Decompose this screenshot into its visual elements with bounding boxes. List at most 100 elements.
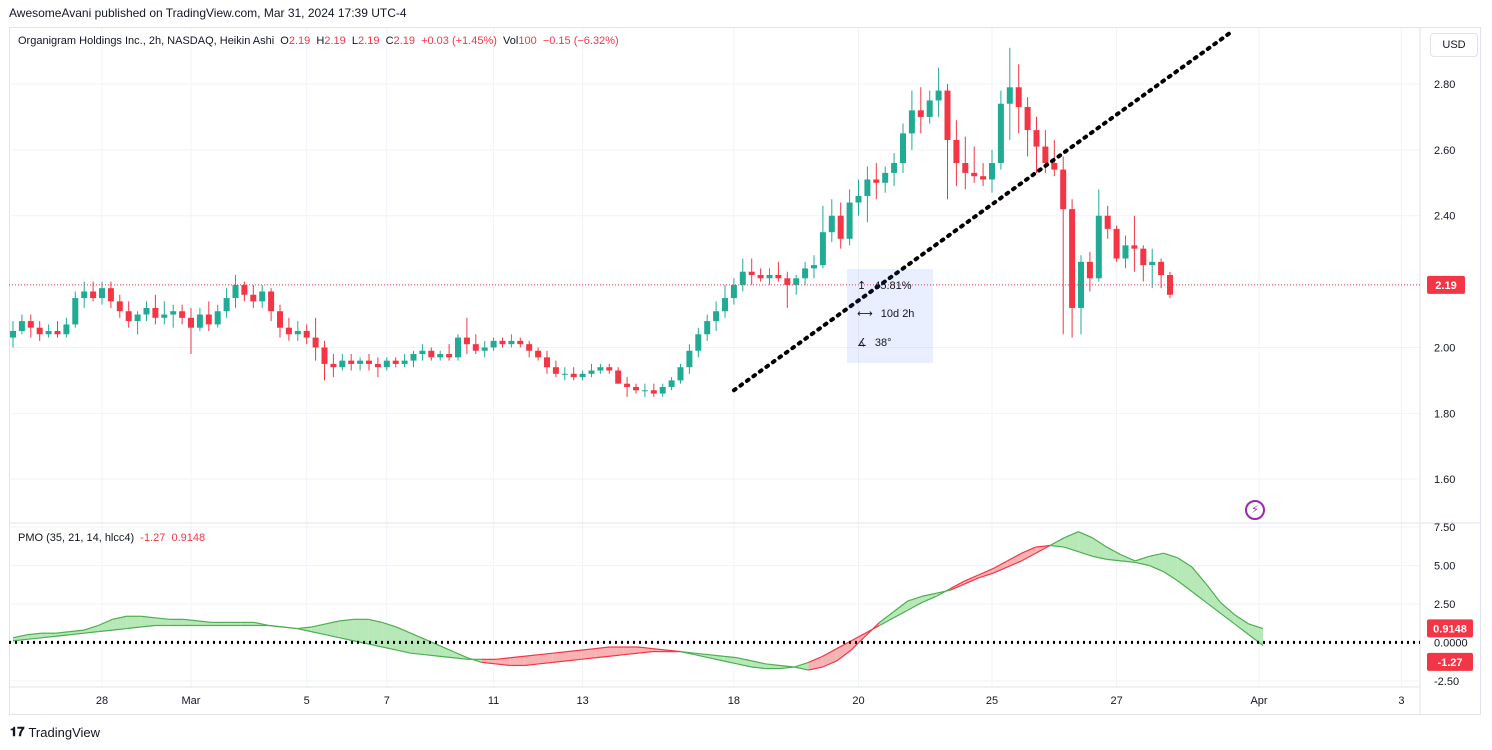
candle-body-up: [437, 354, 444, 358]
pmo-signal-segment: [538, 652, 553, 656]
pmo-signal-segment: [595, 646, 610, 650]
pmo-name[interactable]: PMO (35, 21, 14, hlcc4): [18, 532, 135, 544]
tradingview-logo-icon: 𝟏𝟕: [10, 724, 25, 739]
candle-body-down: [544, 357, 550, 368]
candle-body-down: [552, 367, 559, 374]
candle-body-down: [268, 291, 275, 312]
pmo-signal-segment: [637, 646, 653, 650]
candle-body-down: [1051, 163, 1058, 170]
pmo-line-segment: [1191, 566, 1207, 585]
footer-brand[interactable]: 𝟏𝟕 TradingView: [10, 724, 100, 740]
lightning-icon[interactable]: ⚡: [1245, 500, 1265, 520]
candles: [10, 47, 1173, 397]
pmo-line-segment: [339, 618, 354, 622]
currency-button[interactable]: USD: [1430, 33, 1478, 57]
pmo-line-segment: [1219, 601, 1235, 616]
measure-duration-row: ⟷ 10d 2h: [857, 307, 914, 321]
pmo-signal-segment: [836, 640, 852, 650]
pmo-signal-segment: [41, 635, 56, 639]
pmo-line-segment: [1007, 560, 1022, 568]
pmo-fill-up: [84, 625, 99, 634]
pmo-line-segment: [936, 589, 951, 594]
time-tick-label: 7: [384, 695, 390, 707]
candle-body-up: [10, 330, 16, 338]
pmo-signal-segment: [822, 648, 838, 657]
pmo-fill-up: [169, 619, 184, 626]
pmo-signal-segment: [1063, 546, 1079, 553]
candle-body-up: [641, 390, 648, 392]
time-tick-label: 20: [852, 695, 864, 707]
pmo-signal-segment: [396, 649, 411, 654]
symbol-title[interactable]: Organigram Holdings Inc., 2h, NASDAQ, He…: [18, 35, 275, 47]
pmo-fill-up: [226, 622, 241, 626]
pmo-line-segment: [453, 651, 468, 659]
pmo-line-segment: [55, 631, 70, 634]
time-tick-label: 13: [576, 695, 588, 707]
candle-body-down: [179, 311, 186, 318]
pmo-fill-up: [751, 660, 766, 669]
pmo-line-segment: [396, 626, 411, 634]
pmo-fill-up: [382, 622, 397, 651]
time-tick-label: 25: [986, 695, 998, 707]
candle-body-up: [730, 284, 737, 299]
pmo-line-segment: [921, 592, 937, 597]
close-value: 2.19: [393, 35, 415, 47]
pmo-signal-segment: [936, 588, 951, 597]
pmo-fill-up: [737, 657, 752, 668]
pmo-signal-segment: [893, 609, 909, 619]
pmo-line-segment: [1234, 614, 1250, 625]
pmo-fill-up: [723, 656, 738, 664]
pmo-fill-down: [836, 640, 852, 661]
candle-body-up: [677, 367, 684, 381]
low-label: L: [351, 35, 359, 47]
candle-body-up: [1122, 245, 1129, 259]
candle-body-down: [188, 317, 194, 328]
pmo-line-segment: [893, 600, 909, 613]
pmo-signal-segment: [1078, 551, 1093, 557]
pmo-value-badge: [1427, 652, 1473, 671]
pmo-signal-segment: [1021, 546, 1036, 554]
pmo-fill-up: [893, 600, 908, 618]
open-label: O: [280, 35, 289, 47]
pmo-signal-segment: [680, 651, 695, 656]
pmo-signal-segment: [566, 649, 582, 653]
pmo-line-segment: [978, 572, 994, 579]
candle-body-down: [250, 294, 257, 302]
candle-body-up: [766, 275, 773, 279]
volume-value: 100: [518, 35, 537, 47]
candle-body-down: [241, 284, 248, 295]
pmo-tick-label: 7.50: [1434, 522, 1455, 534]
pmo-fill-down: [1021, 547, 1036, 561]
candle-body-up: [410, 354, 417, 361]
candle-body-down: [446, 354, 453, 358]
pmo-line-segment: [950, 583, 965, 591]
measure-angle: 38°: [874, 336, 892, 349]
candle-body-up: [891, 163, 898, 173]
candle-body-down: [312, 337, 319, 348]
pmo-line-segment: [964, 577, 980, 585]
candle-body-down: [1131, 245, 1138, 249]
candle-body-down: [1069, 209, 1076, 308]
pmo-line-segment: [297, 626, 312, 630]
pmo-line-segment: [410, 632, 426, 640]
pmo-fill-down: [566, 650, 582, 661]
candle-body-up: [908, 110, 915, 134]
main-legend: Organigram Holdings Inc., 2h, NASDAQ, He…: [18, 35, 619, 47]
pmo-signal-segment: [794, 661, 809, 668]
pmo-line-segment: [765, 663, 781, 667]
candle-body-down: [535, 350, 542, 358]
candle-body-down: [784, 278, 791, 285]
pmo-fill-down: [538, 653, 553, 664]
time-tick-label: 28: [96, 695, 108, 707]
pmo-line-segment: [1021, 552, 1037, 562]
pmo-fill-up: [1163, 553, 1178, 581]
pmo-fill-up: [155, 617, 170, 626]
time-tick-label: 18: [728, 695, 740, 707]
close-label: C: [385, 35, 394, 47]
candle-body-down: [90, 291, 97, 299]
time-tick-label: 3: [1398, 695, 1404, 707]
candle-body-up: [828, 215, 835, 233]
pmo-line-segment: [637, 651, 653, 654]
pmo-signal-segment: [1106, 558, 1122, 562]
